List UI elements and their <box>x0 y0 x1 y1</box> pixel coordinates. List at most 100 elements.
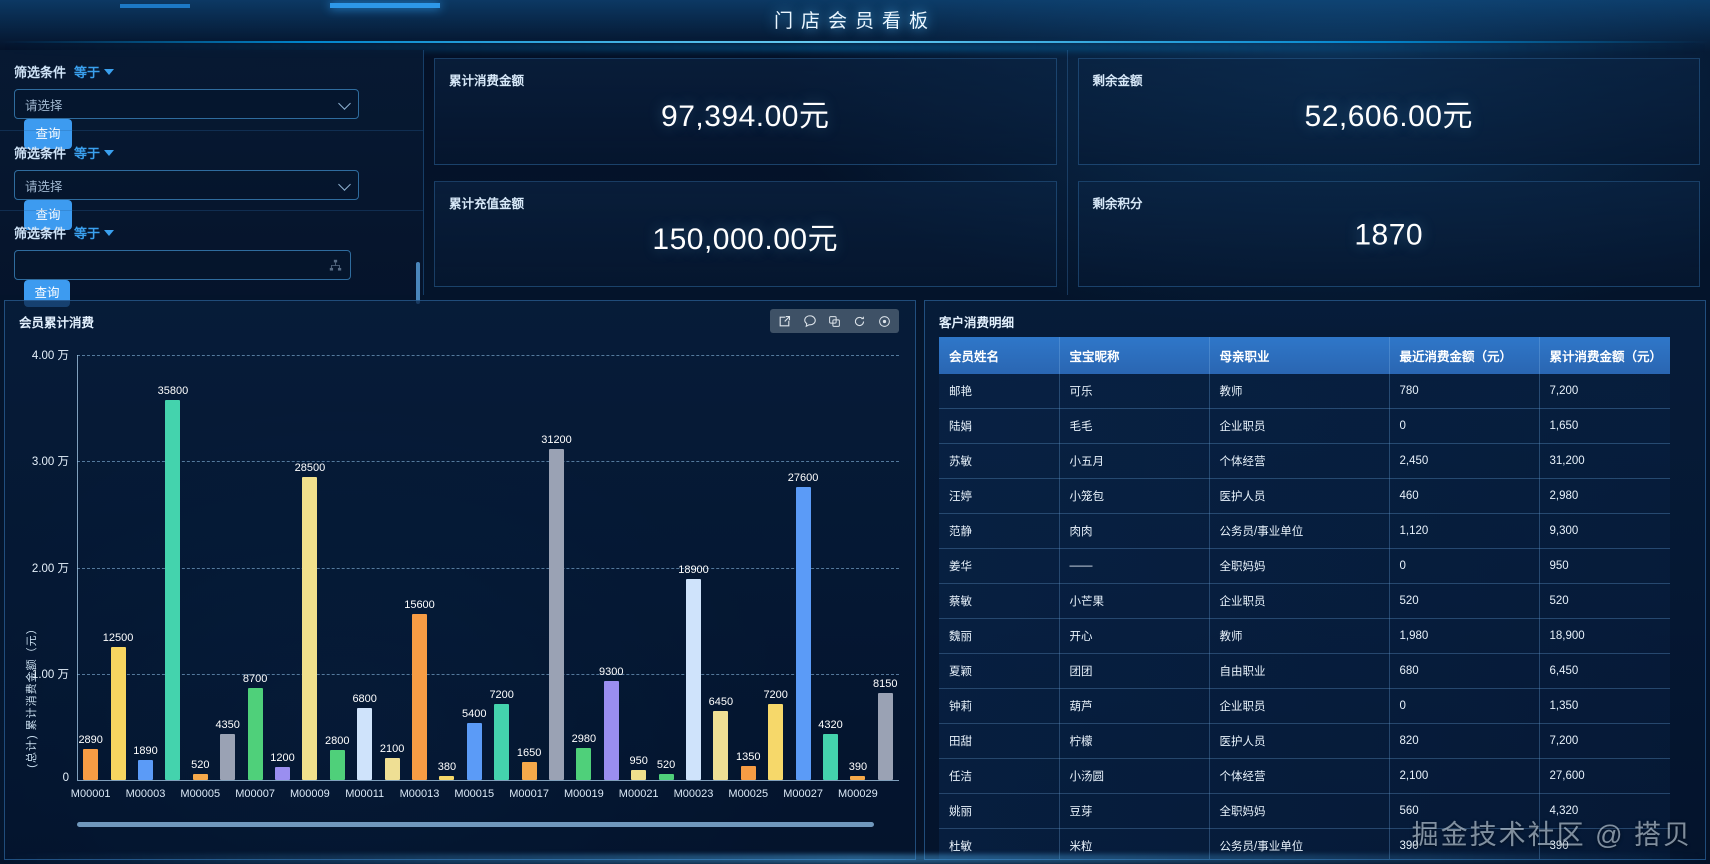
table-cell: 9,300 <box>1539 513 1670 549</box>
table-column-header[interactable]: 会员姓名 <box>939 337 1060 374</box>
bar[interactable] <box>302 477 318 780</box>
bar-value-label: 7200 <box>763 688 788 701</box>
bar[interactable] <box>329 750 345 780</box>
bar[interactable] <box>603 681 619 780</box>
x-axis-tick: M00021 <box>618 788 659 800</box>
table-scroll-area[interactable]: 会员姓名 宝宝昵称 母亲职业 最近消费金额（元） 累计消费金额（元） 邮艳 可乐 教师 780… <box>939 337 1685 859</box>
bar[interactable] <box>521 762 537 780</box>
chart-horizontal-scrollbar[interactable] <box>77 822 875 827</box>
chevron-down-icon[interactable] <box>104 229 115 236</box>
filter-tree-input-3[interactable] <box>14 250 351 280</box>
table-cell: 全职妈妈 <box>1209 548 1390 584</box>
table-cell: 汪婷 <box>939 478 1060 514</box>
table-cell: 4,320 <box>1539 793 1670 829</box>
table-cell: 1,980 <box>1389 618 1540 654</box>
bar[interactable] <box>220 733 236 780</box>
table-cell: 米粒 <box>1059 828 1210 859</box>
bar[interactable] <box>686 579 701 780</box>
table-column-header[interactable]: 累计消费金额（元） <box>1539 337 1670 374</box>
filter-operator-3[interactable]: 等于 <box>74 226 101 241</box>
x-axis-tick: M00023 <box>673 788 714 800</box>
filter-operator-2[interactable]: 等于 <box>74 146 101 161</box>
bar[interactable] <box>658 774 674 780</box>
table-cell: 夏颖 <box>939 653 1060 689</box>
filter-select-2[interactable]: 请选择 <box>14 170 359 200</box>
bar[interactable] <box>823 734 838 780</box>
x-axis-tick: M00029 <box>838 788 878 800</box>
table-row[interactable]: 田甜 柠檬 医护人员 820 7,200 <box>939 723 1670 759</box>
table-row[interactable]: 蔡敏 小芒果 企业职员 520 520 <box>939 583 1670 619</box>
bar-value-label: 950 <box>629 754 648 767</box>
bar[interactable] <box>110 647 126 780</box>
bar[interactable] <box>850 775 866 780</box>
filter-scrollbar[interactable] <box>416 262 420 304</box>
bar[interactable] <box>275 767 290 780</box>
table-column-header[interactable]: 母亲职业 <box>1209 337 1390 374</box>
bar[interactable] <box>412 614 427 780</box>
bar[interactable] <box>549 448 564 780</box>
table-panel-title: 客户消费明细 <box>939 316 1015 330</box>
table-row[interactable]: 陆娟 毛毛 企业职员 0 1,650 <box>939 408 1670 444</box>
filter-operator-1[interactable]: 等于 <box>74 65 101 80</box>
table-row[interactable]: 邮艳 可乐 教师 780 7,200 <box>939 374 1670 409</box>
table-row[interactable]: 苏敏 小五月 个体经营 2,450 31,200 <box>939 443 1670 479</box>
filter-select-1[interactable]: 请选择 <box>14 89 359 119</box>
comment-icon[interactable] <box>797 311 822 331</box>
bar[interactable] <box>494 703 510 780</box>
bar[interactable] <box>877 693 893 780</box>
bar-value-label: 28500 <box>294 462 326 475</box>
y-axis-tick: 2.00 万 <box>31 562 69 575</box>
bar[interactable] <box>466 722 482 780</box>
bar[interactable] <box>740 765 756 780</box>
bar[interactable] <box>439 775 455 780</box>
chevron-down-icon[interactable] <box>104 68 115 75</box>
bar-chart[interactable]: (总计) 累计消费金额（元） 0 1.00 万 2.00 万 3.00 万 4.00 万 2… <box>5 335 917 861</box>
chevron-down-icon[interactable] <box>104 149 115 156</box>
y-axis-tick: 0 <box>62 772 69 784</box>
bar[interactable] <box>795 486 811 780</box>
table-row[interactable]: 姜华 —— 全职妈妈 0 950 <box>939 548 1670 584</box>
bar[interactable] <box>713 711 729 780</box>
bar[interactable] <box>165 399 181 780</box>
bar[interactable] <box>631 769 647 780</box>
bar-value-label: 1350 <box>736 750 761 763</box>
kpi-label: 累计消费金额 <box>449 74 525 88</box>
table-column-header[interactable]: 最近消费金额（元） <box>1389 337 1540 374</box>
filter-label-1: 筛选条件 <box>14 65 67 80</box>
kpi-value: 150,000.00元 <box>652 222 839 256</box>
copy-icon[interactable] <box>822 311 847 331</box>
query-button-1[interactable]: 查询 <box>24 119 72 149</box>
query-button-2[interactable]: 查询 <box>24 200 72 230</box>
bar[interactable] <box>384 757 400 780</box>
table-cell: 小笼包 <box>1059 478 1210 514</box>
table-row[interactable]: 汪婷 小笼包 医护人员 460 2,980 <box>939 478 1670 514</box>
table-row[interactable]: 姚丽 豆芽 全职妈妈 560 4,320 <box>939 793 1670 829</box>
bar[interactable] <box>138 759 153 780</box>
bar[interactable] <box>357 707 373 780</box>
kpi-value: 52,606.00元 <box>1304 100 1473 134</box>
table-cell: 开心 <box>1059 618 1210 654</box>
table-row[interactable]: 杜敏 米粒 公务员/事业单位 390 390 <box>939 828 1670 859</box>
kpi-area: 累计消费金额 97,394.00元 累计充值金额 150,000.00元 剩余金… <box>424 50 1710 295</box>
table-row[interactable]: 夏颖 团团 自由职业 680 6,450 <box>939 653 1670 689</box>
bar[interactable] <box>192 774 208 780</box>
bar-value-label: 8700 <box>242 672 268 685</box>
table-row[interactable]: 钟莉 葫芦 企业职员 0 1,350 <box>939 688 1670 724</box>
filter-label-group-1: 筛选条件 等于 <box>14 62 409 81</box>
x-axis-tick: M00009 <box>290 788 330 800</box>
y-axis-tick: 4.00 万 <box>31 350 69 362</box>
table-cell: 企业职员 <box>1209 583 1390 619</box>
table-column-header[interactable]: 宝宝昵称 <box>1059 337 1210 374</box>
bar[interactable] <box>576 748 592 780</box>
table-row[interactable]: 范静 肉肉 公务员/事业单位 1,120 9,300 <box>939 513 1670 549</box>
bar[interactable] <box>768 703 784 780</box>
edit-icon[interactable] <box>772 311 797 331</box>
bar[interactable] <box>83 749 99 780</box>
table-row[interactable]: 任洁 小汤圆 个体经营 2,100 27,600 <box>939 758 1670 794</box>
bar[interactable] <box>247 687 263 780</box>
refresh-icon[interactable] <box>847 311 872 331</box>
target-icon[interactable] <box>872 311 897 331</box>
table-row[interactable]: 魏丽 开心 教师 1,980 18,900 <box>939 618 1670 654</box>
customer-detail-table: 会员姓名 宝宝昵称 母亲职业 最近消费金额（元） 累计消费金额（元） 邮艳 可乐 教师 780… <box>939 337 1670 859</box>
table-cell: 钟莉 <box>939 688 1060 724</box>
